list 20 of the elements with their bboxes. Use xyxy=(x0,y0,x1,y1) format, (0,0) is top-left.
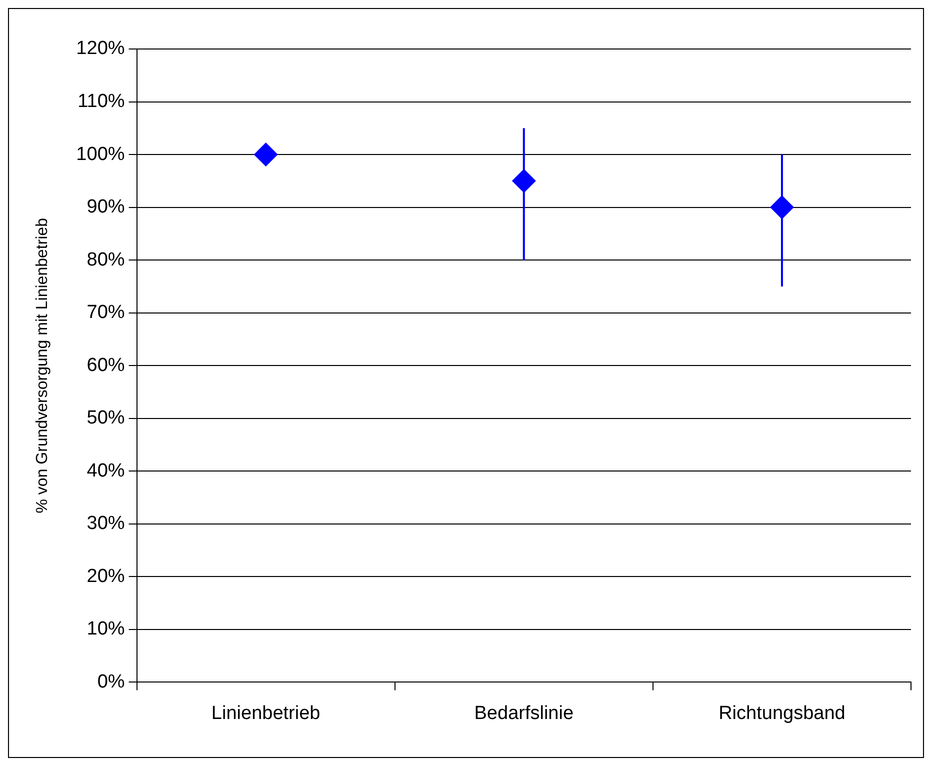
point xyxy=(770,195,794,220)
y-tick-label: 30% xyxy=(86,513,125,534)
x-tick-label: Linienbetrieb xyxy=(211,702,320,724)
y-axis-title: % von Grundversorgung mit Linienbetrieb xyxy=(34,218,52,514)
y-tick-label: 20% xyxy=(86,566,125,587)
y-tick-label: 80% xyxy=(86,249,125,270)
y-tick-label: 100% xyxy=(76,144,125,165)
y-tick-label: 10% xyxy=(86,618,125,640)
y-tick-label: 0% xyxy=(97,671,125,692)
y-tick-label: 90% xyxy=(86,196,125,218)
x-tick-label: Bedarfslinie xyxy=(474,702,574,724)
x-tick-label: Richtungsband xyxy=(718,702,846,724)
y-tick-label: 40% xyxy=(86,460,125,482)
y-tick-label: 120% xyxy=(76,38,125,60)
y-tick-label: 50% xyxy=(86,408,125,429)
point xyxy=(254,142,278,167)
y-tick-label: 70% xyxy=(86,302,125,324)
point xyxy=(512,168,536,193)
y-tick-label: 110% xyxy=(78,91,125,112)
y-tick-label: 60% xyxy=(86,354,125,376)
